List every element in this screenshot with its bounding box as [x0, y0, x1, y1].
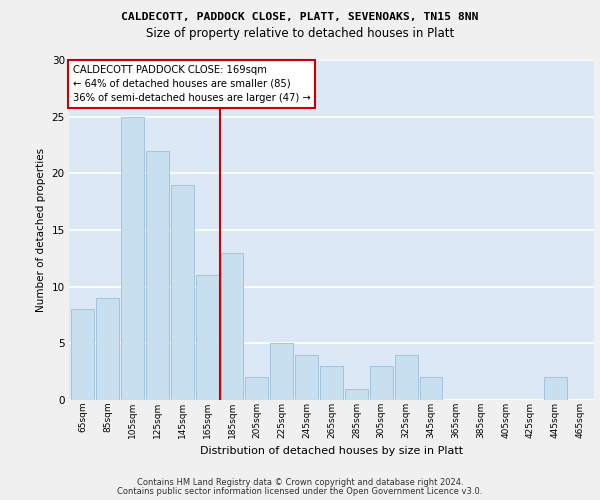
Bar	[221, 252, 244, 400]
Bar	[345, 388, 368, 400]
X-axis label: Distribution of detached houses by size in Platt: Distribution of detached houses by size …	[200, 446, 463, 456]
Bar	[121, 116, 144, 400]
Bar	[270, 344, 293, 400]
Y-axis label: Number of detached properties: Number of detached properties	[36, 148, 46, 312]
Bar	[196, 276, 218, 400]
Text: CALDECOTT PADDOCK CLOSE: 169sqm
← 64% of detached houses are smaller (85)
36% of: CALDECOTT PADDOCK CLOSE: 169sqm ← 64% of…	[73, 64, 310, 102]
Text: Size of property relative to detached houses in Platt: Size of property relative to detached ho…	[146, 27, 454, 40]
Bar	[171, 184, 194, 400]
Bar	[245, 378, 268, 400]
Bar	[370, 366, 393, 400]
Bar	[146, 150, 169, 400]
Text: Contains public sector information licensed under the Open Government Licence v3: Contains public sector information licen…	[118, 487, 482, 496]
Bar	[320, 366, 343, 400]
Bar	[96, 298, 119, 400]
Bar	[395, 354, 418, 400]
Text: Contains HM Land Registry data © Crown copyright and database right 2024.: Contains HM Land Registry data © Crown c…	[137, 478, 463, 487]
Bar	[295, 354, 318, 400]
Bar	[71, 310, 94, 400]
Bar	[544, 378, 567, 400]
Text: CALDECOTT, PADDOCK CLOSE, PLATT, SEVENOAKS, TN15 8NN: CALDECOTT, PADDOCK CLOSE, PLATT, SEVENOA…	[121, 12, 479, 22]
Bar	[419, 378, 442, 400]
